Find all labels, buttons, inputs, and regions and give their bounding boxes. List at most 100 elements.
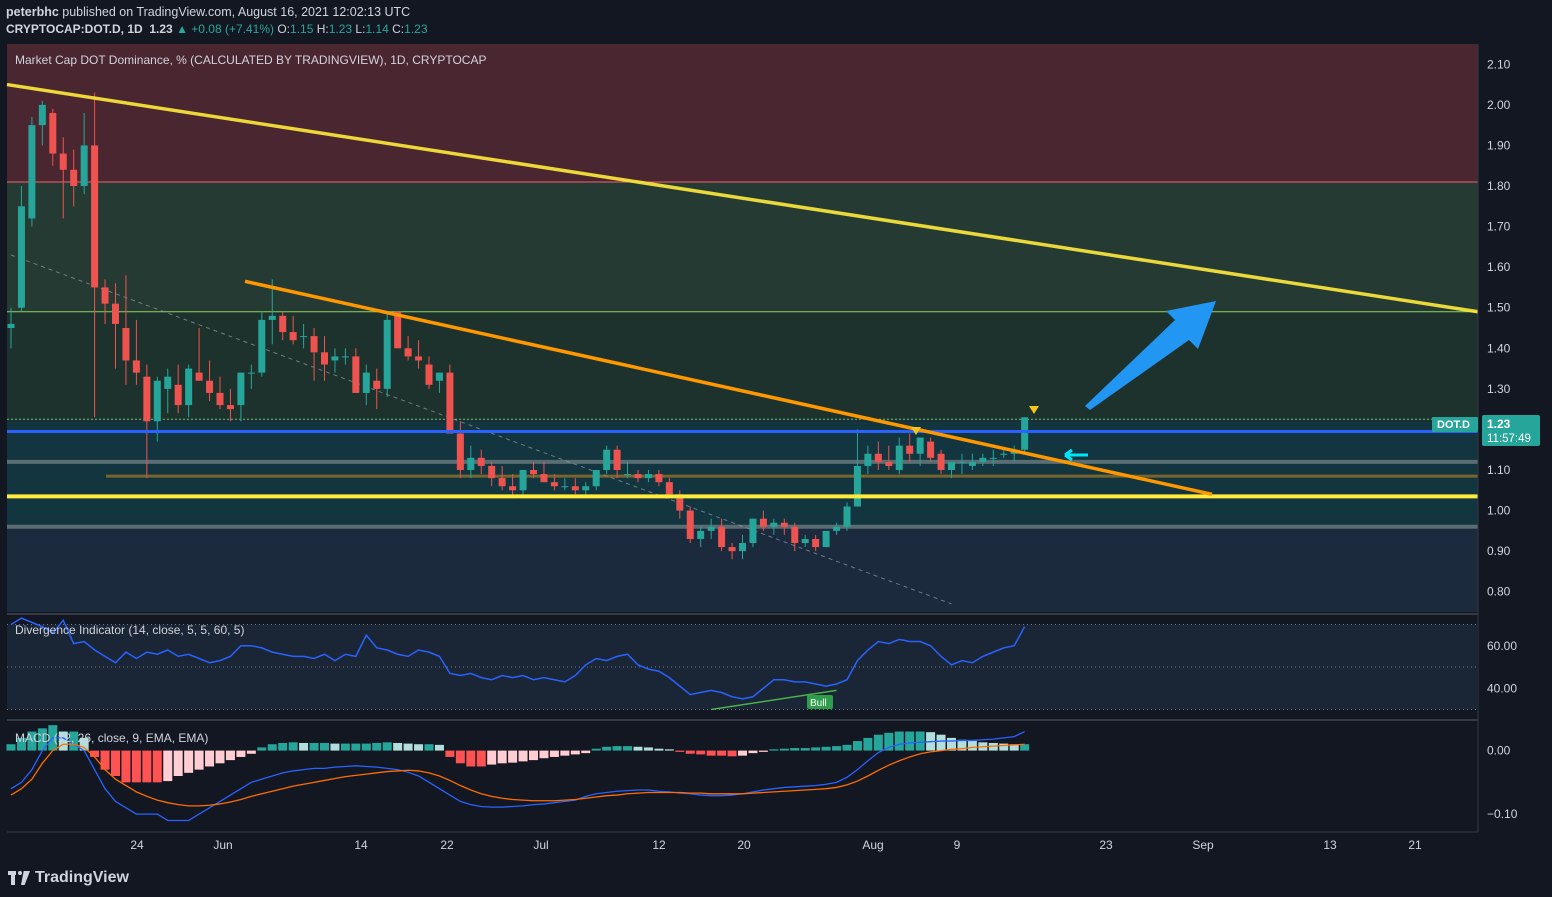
macd-histogram-bar xyxy=(299,742,309,751)
macd-histogram-bar xyxy=(361,743,371,751)
macd-histogram-bar xyxy=(800,748,810,751)
author-name[interactable]: peterbhc xyxy=(6,5,59,19)
time-tick-label: 14 xyxy=(354,838,368,852)
price-tick-label: 1.90 xyxy=(1487,138,1511,152)
macd-histogram-bar xyxy=(267,744,277,751)
price-tick-label: 1.60 xyxy=(1487,260,1511,274)
macd-histogram-bar xyxy=(727,750,737,757)
tradingview-logo[interactable]: TradingView xyxy=(8,869,129,887)
macd-histogram-bar xyxy=(414,744,424,751)
macd-histogram-bar xyxy=(497,750,507,764)
candle-body xyxy=(28,125,36,219)
candle-body xyxy=(362,372,370,393)
time-tick-label: Aug xyxy=(862,838,883,852)
orange-trend-line xyxy=(244,279,1213,497)
candle-body xyxy=(801,538,809,544)
macd-histogram-bar xyxy=(748,750,758,754)
candle-body xyxy=(634,474,642,479)
candle-body xyxy=(770,522,778,527)
down-marker-triangle xyxy=(1029,406,1039,414)
macd-histogram-bar xyxy=(560,750,570,756)
candle-body xyxy=(644,474,652,479)
macd-histogram-bar xyxy=(957,739,967,751)
price-axis-bg xyxy=(1478,44,1552,612)
macd-histogram-bar xyxy=(246,750,256,754)
candle-body xyxy=(467,457,475,470)
macd-histogram-bar xyxy=(111,750,120,776)
candle-body xyxy=(237,372,245,406)
candle-body xyxy=(7,323,15,328)
tradingview-logo-icon xyxy=(8,871,30,885)
candle-body xyxy=(394,311,402,349)
macd-histogram-bar xyxy=(184,750,194,773)
candle-body xyxy=(49,112,57,154)
macd-histogram-bar xyxy=(852,741,862,751)
bull-label-bg xyxy=(807,695,833,709)
price-tag-bg xyxy=(1482,415,1540,446)
price-tick-label: 1.40 xyxy=(1487,341,1511,355)
macd-histogram-bar xyxy=(90,750,100,757)
candle-body xyxy=(613,449,621,470)
divergence-band xyxy=(7,624,1478,710)
candle-body xyxy=(989,457,997,459)
price-tick-label: 1.50 xyxy=(1487,301,1511,315)
macd-histogram-bar xyxy=(602,746,612,751)
long-resistance-line xyxy=(6,82,1479,314)
macd-histogram-bar xyxy=(445,750,455,757)
candle-body xyxy=(519,470,527,491)
candle-body xyxy=(435,372,443,381)
candle-body xyxy=(247,372,255,374)
macd-histogram-bar xyxy=(194,750,204,770)
macd-histogram-bar xyxy=(570,750,580,755)
macd-histogram-bar xyxy=(173,750,183,776)
candle-body xyxy=(112,303,119,324)
candle-body xyxy=(739,543,746,552)
candle-body xyxy=(331,356,339,361)
candle-body xyxy=(206,380,214,393)
zone-upper xyxy=(7,44,1478,182)
candle-body xyxy=(143,376,151,422)
publisher-line: peterbhc published on TradingView.com, A… xyxy=(6,5,410,19)
divergence-line xyxy=(10,617,1026,700)
macd-histogram-bar xyxy=(351,743,361,751)
macd-histogram-bar xyxy=(79,737,89,751)
macd-histogram-bar xyxy=(758,750,768,752)
price-tick-label: 1.00 xyxy=(1487,504,1511,518)
macd-histogram-bar xyxy=(821,746,831,751)
candle-body xyxy=(728,547,736,552)
macd-histogram-bar xyxy=(340,743,350,751)
candle-body xyxy=(791,526,799,544)
bull-divergence-line xyxy=(711,689,837,711)
bullish-arrow-icon xyxy=(1085,301,1216,410)
macd-histogram-bar xyxy=(466,750,476,767)
macd-histogram-bar xyxy=(6,744,16,751)
candle-body xyxy=(80,145,88,186)
macd-line xyxy=(10,730,1025,822)
macd-tick-label: 0.00 xyxy=(1487,744,1511,758)
macd-histogram-bar xyxy=(288,742,298,751)
macd-histogram-bar xyxy=(163,750,173,782)
macd-histogram-bar xyxy=(257,747,267,751)
symbol-name[interactable]: CRYPTOCAP:DOT.D, 1D xyxy=(6,22,143,36)
price-tick-label: 2.00 xyxy=(1487,98,1511,112)
macd-histogram-bar xyxy=(947,737,956,751)
macd-histogram-bar xyxy=(633,746,643,751)
candle-body xyxy=(948,461,955,470)
price-tick-label: 0.80 xyxy=(1487,585,1511,599)
main-pane-title: Market Cap DOT Dominance, % (CALCULATED … xyxy=(15,53,486,67)
time-tick-label: 22 xyxy=(440,838,454,852)
candle-body xyxy=(153,380,161,422)
candle-body xyxy=(812,538,820,548)
candle-body xyxy=(404,348,412,357)
macd-histogram-bar xyxy=(894,731,904,751)
macd-tick-label: −0.10 xyxy=(1487,807,1518,821)
macd-histogram-bar xyxy=(811,747,821,751)
macd-histogram-bar xyxy=(152,750,162,783)
candle-body xyxy=(38,104,46,126)
candle-body xyxy=(540,474,548,483)
macd-histogram-bar xyxy=(738,750,747,756)
macd-histogram-bar xyxy=(487,750,497,765)
price-tick-label: 1.80 xyxy=(1487,179,1511,193)
time-tick-label: 23 xyxy=(1099,838,1113,852)
